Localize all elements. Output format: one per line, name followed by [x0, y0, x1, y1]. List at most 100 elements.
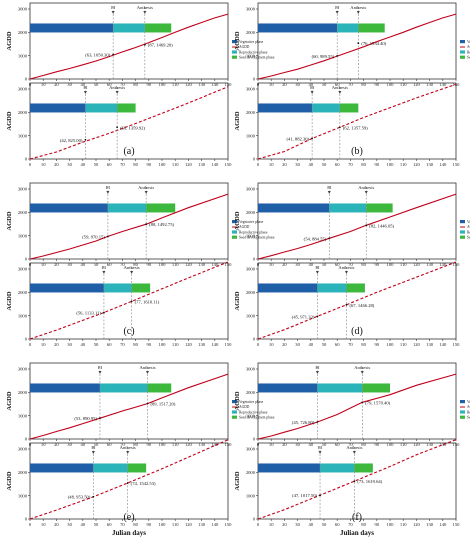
y-tick-label: 2000	[246, 470, 256, 475]
plot-frame	[29, 182, 229, 260]
y-tick-label: 1000	[18, 313, 28, 318]
legend-label: Reproductive phase	[467, 230, 470, 234]
agdd-curve	[29, 13, 229, 80]
pi-arrow	[315, 371, 319, 374]
x-tick-label: 70	[120, 442, 125, 447]
y-tick-label: 1000	[246, 313, 256, 318]
legend-swatch	[232, 410, 237, 414]
anthesis-label: Anthesis	[138, 185, 154, 190]
x-tick-label: 40	[309, 342, 314, 347]
pi-coordinate-annotation: (59, 970.15)	[82, 234, 105, 240]
x-tick-label: 100	[159, 522, 167, 527]
anthesis-coordinate-annotation: (73, 1619.64)	[357, 479, 382, 485]
x-tick-label: 120	[185, 342, 193, 347]
reproductive-phase-bar	[317, 383, 363, 393]
x-tick-label: 20	[54, 262, 59, 267]
anthesis-coordinate-annotation: (62, 1357.59)	[343, 125, 368, 131]
x-tick-label: 50	[322, 262, 327, 267]
pi-coordinate-annotation: (42, 825.00)	[60, 138, 83, 144]
x-tick-label: 50	[322, 522, 327, 527]
x-tick-label: 80	[133, 342, 138, 347]
vegetative-phase-bar	[258, 283, 318, 293]
x-tick-label: 90	[147, 442, 152, 447]
subplot-top: 0 1000 2000 3000 0 10 20 30 40 50 60 70 80 90 100 110 12…	[6, 182, 275, 267]
x-tick-label: 10	[269, 162, 274, 167]
x-tick-label: 100	[387, 442, 395, 447]
x-tick-label: 40	[81, 442, 86, 447]
reproductive-phase-bar	[329, 203, 367, 213]
x-tick-label: 20	[54, 342, 59, 347]
x-tick-label: 40	[81, 342, 86, 347]
vegetative-phase-bar	[30, 283, 104, 293]
seed-phase-bar	[147, 383, 172, 393]
reproductive-phase-bar	[337, 23, 359, 33]
pi-arrow	[318, 451, 322, 454]
x-tick-label: 110	[172, 522, 179, 527]
plot-frame	[257, 362, 457, 440]
pi-label: PI	[106, 185, 111, 190]
vegetative-phase-bar	[258, 203, 330, 213]
y-axis-label: AGDD	[234, 111, 241, 130]
x-tick-label: 70	[120, 162, 125, 167]
anthesis-label: Anthesis	[120, 445, 136, 450]
agdd-curve	[257, 13, 457, 80]
x-tick-label: 80	[133, 522, 138, 527]
pi-point	[316, 421, 319, 423]
pi-label: PI	[327, 185, 332, 190]
x-tick-label: 80	[133, 82, 138, 87]
anthesis-arrow	[115, 91, 119, 94]
plot-frame	[29, 82, 229, 160]
x-tick-label: 120	[185, 442, 193, 447]
pi-point	[336, 55, 339, 57]
y-tick-label: 2000	[18, 210, 28, 215]
x-tick-label: 60	[107, 342, 112, 347]
y-tick-label: 0	[253, 257, 256, 262]
legend-swatch	[232, 415, 237, 419]
x-tick-label: 30	[295, 82, 300, 87]
x-tick-label: 90	[147, 342, 152, 347]
x-tick-label: 110	[172, 82, 179, 87]
x-tick-label: 50	[94, 522, 99, 527]
x-tick-label: 150	[225, 342, 233, 347]
legend-label: Seed development phase	[239, 236, 275, 240]
x-tick-label: 10	[41, 442, 46, 447]
y-axis-label: AGDD	[6, 211, 13, 230]
x-tick-label: 80	[133, 262, 138, 267]
legend-label: Vegetative phase	[239, 400, 264, 404]
pi-arrow	[327, 191, 331, 194]
x-tick-label: 70	[348, 442, 353, 447]
plot-frame	[29, 442, 229, 520]
legend-label: AGDD	[239, 405, 250, 409]
legend-label: AGDD	[239, 225, 250, 229]
reproductive-phase-bar	[113, 23, 145, 33]
y-tick-label: 3000	[246, 267, 256, 272]
x-tick-label: 60	[335, 442, 340, 447]
anthesis-coordinate-annotation: (76, 1534.40)	[361, 41, 386, 47]
pi-coordinate-annotation: (56, 1133.11)	[76, 311, 101, 317]
x-tick-label: 80	[361, 262, 366, 267]
y-tick-label: 0	[253, 77, 256, 82]
x-tick-label: 130	[198, 162, 206, 167]
panel-label: (d)	[351, 326, 363, 337]
legend-label: Vegetative phase	[467, 40, 470, 44]
y-tick-label: 0	[25, 257, 28, 262]
x-tick-label: 10	[41, 522, 46, 527]
x-tick-label: 130	[198, 342, 206, 347]
x-tick-label: 20	[54, 522, 59, 527]
anthesis-point	[145, 223, 148, 226]
x-tick-label: 30	[295, 522, 300, 527]
anthesis-point	[338, 126, 341, 129]
x-tick-label: 40	[309, 82, 314, 87]
reproductive-phase-bar	[93, 463, 128, 473]
anthesis-label: Anthesis	[139, 365, 155, 370]
agdd-curve	[29, 261, 229, 340]
x-tick-label: 40	[309, 262, 314, 267]
reproductive-phase-bar	[317, 283, 347, 293]
subplot-top: 0 1000 2000 3000 0 10 20 30 40 50 60 70 80 90 100 110 12…	[6, 362, 275, 447]
x-tick-label: 10	[269, 342, 274, 347]
x-tick-label: 30	[295, 342, 300, 347]
pi-coordinate-annotation: (54, 884.55)	[304, 236, 327, 242]
x-tick-label: 140	[439, 82, 447, 87]
legend-label: Seed development phase	[239, 416, 275, 420]
